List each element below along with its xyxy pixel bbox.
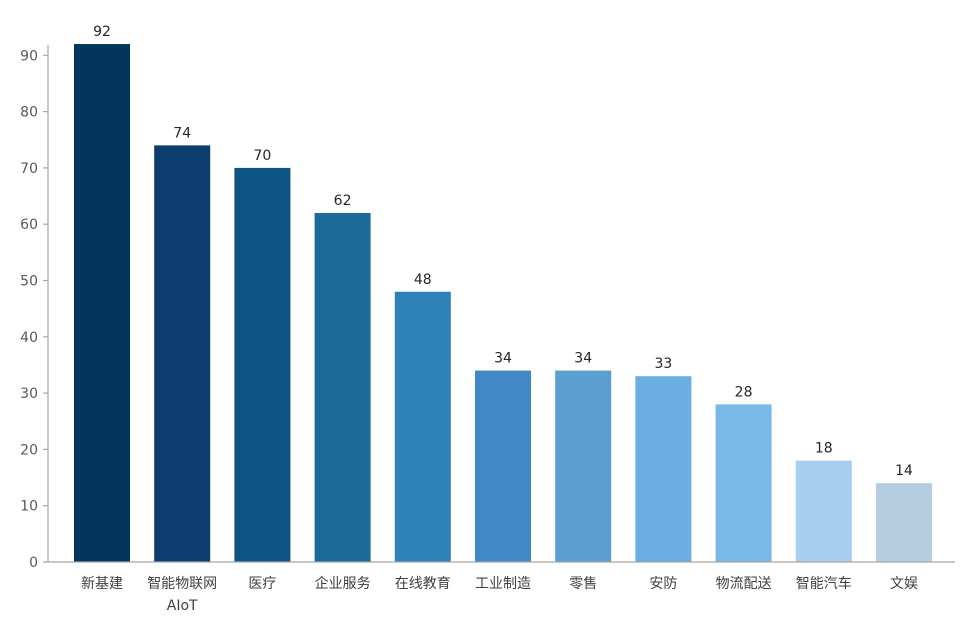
- x-tick-label: 医疗: [248, 576, 276, 592]
- y-tick-label: 30: [20, 386, 38, 402]
- bar: [795, 460, 852, 562]
- bar-value-label: 34: [574, 351, 592, 367]
- y-tick-label: 60: [20, 217, 38, 233]
- x-tick-label: 安防: [649, 576, 677, 592]
- bar-value-label: 70: [253, 148, 271, 164]
- y-tick-label: 50: [20, 274, 38, 290]
- bar: [234, 167, 291, 562]
- x-axis: 新基建 智能物联网 AIoT 医疗 企业服务 在线教育 工业制造 零售 安防 物流配送 智能汽车 文娱: [48, 561, 955, 614]
- bar: [154, 145, 211, 562]
- bar: [635, 376, 692, 562]
- x-tick-label: 新基建: [81, 575, 123, 592]
- x-tick-label: 物流配送: [716, 576, 772, 592]
- y-tick-label: 90: [20, 48, 38, 64]
- bar-value-label: 92: [93, 24, 111, 40]
- x-tick-label: 零售: [569, 576, 597, 592]
- y-tick-label: 40: [20, 330, 38, 346]
- bar-value-label: 28: [735, 384, 753, 400]
- x-tick-label: 智能物联网: [147, 576, 217, 592]
- bar: [394, 291, 451, 562]
- bar: [555, 370, 612, 562]
- y-tick-label: 10: [20, 499, 38, 515]
- x-tick-label: 企业服务: [315, 575, 371, 592]
- bar: [314, 212, 371, 562]
- bar: [475, 370, 531, 562]
- x-tick-label: 在线教育: [395, 576, 451, 592]
- bar-value-label: 48: [414, 272, 432, 288]
- bar-value-label: 62: [334, 193, 352, 209]
- bar-value-label: 14: [895, 463, 913, 479]
- bar: [876, 483, 932, 562]
- bar-value-label: 18: [815, 441, 833, 457]
- y-axis: 0 10 20 30 40 50 60 70 80 90: [20, 45, 49, 571]
- y-tick-label: 80: [20, 105, 38, 121]
- bar-value-label: 33: [654, 356, 672, 372]
- bar-value-label: 34: [494, 351, 512, 367]
- x-tick-label: 智能汽车: [796, 575, 852, 592]
- y-tick-label: 20: [20, 442, 38, 458]
- x-tick-label: AIoT: [167, 598, 198, 614]
- y-tick-label: 70: [20, 161, 38, 177]
- bar-value-label: 74: [173, 125, 191, 141]
- bar: [715, 404, 772, 562]
- x-tick-label: 工业制造: [475, 576, 531, 592]
- bar: [74, 44, 130, 563]
- data-labels: 92 74 70 62 48 34 34 33 28 18 14: [93, 24, 913, 479]
- bars: [74, 44, 932, 563]
- y-tick-label: 0: [29, 555, 38, 571]
- x-tick-label: 文娱: [890, 576, 918, 592]
